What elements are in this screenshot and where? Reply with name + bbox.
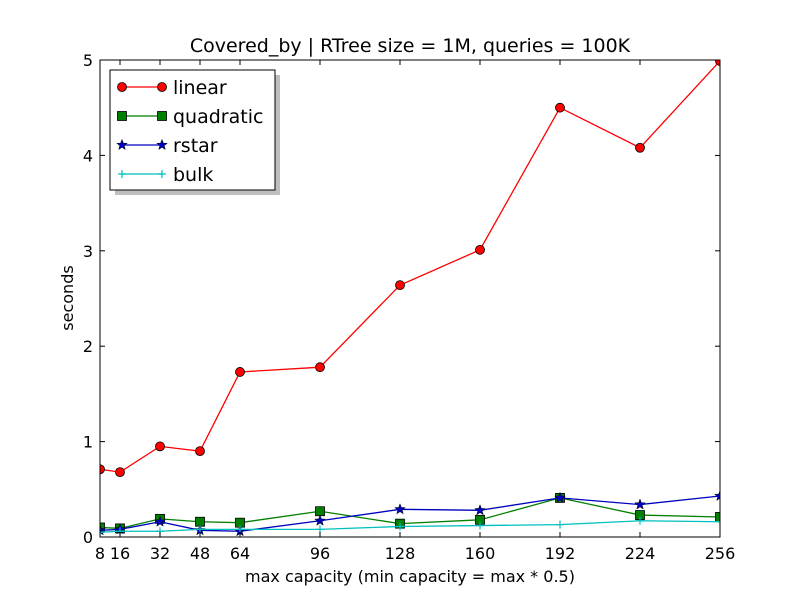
legend-label-linear: linear: [173, 77, 227, 99]
x-tick-label: 16: [110, 544, 130, 563]
x-tick-label: 160: [465, 544, 496, 563]
data-point-rstar: [474, 504, 486, 516]
y-tick-label: 5: [83, 51, 93, 70]
legend-label-bulk: bulk: [173, 164, 213, 186]
axes: 8 16 32 48 64 96 128 160 192 224 256 0 1 2 3 4 5: [83, 51, 735, 563]
x-tick-label: 8: [95, 544, 105, 563]
y-tick-label: 0: [83, 528, 93, 547]
data-point-bulk: [556, 520, 564, 529]
data-point-linear: [195, 446, 205, 457]
data-point-quadratic: [100, 522, 105, 533]
legend-box: [109, 69, 276, 191]
data-point-bulk: [476, 521, 484, 530]
plot-area: [100, 60, 720, 537]
data-point-linear: [100, 464, 105, 475]
data-point-linear: [235, 367, 245, 377]
plot-frame: [99, 59, 721, 538]
x-tick-label: 96: [310, 544, 330, 563]
data-point-rstar: [714, 489, 720, 502]
x-tick-label: 128: [385, 544, 416, 563]
data-point-linear: [635, 142, 645, 153]
series-group: [100, 60, 720, 537]
y-tick-label: 3: [83, 242, 93, 261]
y-tick-label: 1: [83, 433, 93, 452]
data-point-linear: [155, 441, 165, 452]
legend-marker-linear: [157, 82, 167, 92]
legend-marker-rstar: [116, 138, 128, 151]
data-point-rstar: [154, 515, 166, 527]
x-tick-label: 32: [150, 544, 170, 563]
data-point-bulk: [716, 517, 720, 526]
x-tick-label: 64: [230, 544, 250, 563]
legend-marker-quadratic: [117, 111, 127, 121]
legend-label-quadratic: quadratic: [173, 106, 263, 128]
chart-title: Covered_by | RTree size = 1M, queries = …: [190, 35, 631, 57]
data-point-rstar: [554, 491, 566, 503]
x-tick-label: 48: [190, 544, 210, 563]
y-tick-label: 2: [83, 337, 93, 356]
data-point-quadratic: [715, 512, 720, 522]
data-point-bulk: [396, 522, 404, 531]
y-tick-label: 4: [83, 146, 93, 165]
legend-marker-linear: [117, 82, 127, 92]
x-axis-title: max capacity (min capacity = max * 0.5): [245, 567, 575, 586]
legend-marker-quadratic: [157, 111, 167, 121]
data-point-linear: [475, 244, 485, 255]
data-point-quadratic: [315, 506, 325, 517]
data-point-linear: [395, 280, 405, 291]
data-point-linear: [715, 60, 720, 66]
legend-marker-bulk: [158, 170, 166, 178]
legend: linear quadratic rstar bulk: [109, 69, 280, 195]
legend-marker-bulk: [118, 170, 126, 178]
data-point-rstar: [634, 498, 646, 510]
data-point-linear: [115, 467, 125, 478]
data-point-linear: [315, 362, 325, 373]
data-point-bulk: [100, 528, 104, 537]
legend-marker-rstar: [156, 138, 168, 151]
x-tick-label: 224: [625, 544, 656, 563]
data-point-rstar: [394, 503, 406, 515]
x-tick-label: 192: [545, 544, 576, 563]
data-point-linear: [555, 102, 565, 113]
y-axis-title: seconds: [58, 265, 77, 330]
legend-label-rstar: rstar: [173, 135, 218, 157]
data-point-bulk: [636, 516, 644, 525]
x-tick-label: 256: [705, 544, 736, 563]
data-point-rstar: [314, 514, 326, 526]
